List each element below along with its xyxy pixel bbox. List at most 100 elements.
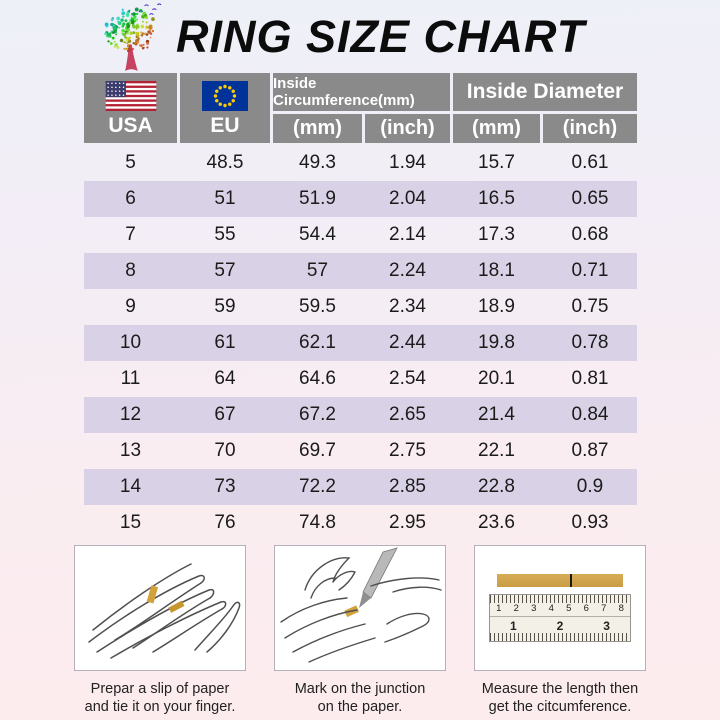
cell-diameter-inch: 0.68: [571, 224, 609, 245]
cell-diameter-inch: 0.78: [571, 332, 609, 353]
column-group-inside-diameter: Inside Diameter: [453, 73, 637, 111]
cell-eu-size: 61: [214, 332, 236, 353]
tree-logo-icon: [104, 2, 162, 71]
ruler-inch-number: 1: [509, 618, 517, 633]
cell-diameter-mm: 15.7: [478, 152, 515, 173]
cell-eu-size: 55: [214, 224, 236, 245]
cell-diameter-inch: 0.71: [571, 260, 609, 281]
cell-circumference-mm: 64.6: [299, 368, 336, 389]
ruler-cm-ticks: [490, 595, 630, 603]
birds-icon: [138, 2, 162, 15]
paper-strip: [497, 574, 623, 587]
column-group-inside-circumference: Inside Circumference(mm): [273, 73, 450, 111]
cell-eu-size: 59: [214, 296, 236, 317]
cell-circumference-mm: 51.9: [299, 188, 336, 209]
instruction-panel-tie-paper: [74, 545, 246, 671]
cell-diameter-inch: 0.84: [571, 404, 609, 425]
cell-circumference-mm: 74.8: [299, 512, 336, 533]
cell-circumference-inch: 2.95: [389, 512, 426, 533]
cell-eu-size: 73: [214, 476, 236, 497]
tree-trunk: [125, 43, 138, 71]
ruler-inch-ticks: [490, 633, 630, 641]
cell-circumference-mm: 67.2: [299, 404, 336, 425]
cell-diameter-inch: 0.87: [571, 440, 609, 461]
cell-circumference-inch: 2.34: [389, 296, 426, 317]
cell-diameter-inch: 0.75: [571, 296, 609, 317]
ruler-cm-number: 7: [601, 603, 607, 614]
usa-flag-icon: [105, 81, 156, 111]
cell-eu-size: 64: [214, 368, 236, 389]
table-row: 9 59 59.5 2.34 18.9 0.75: [84, 289, 637, 325]
cell-usa-size: 6: [125, 188, 136, 209]
ruler-cm-number: 8: [618, 603, 624, 614]
column-header-usa: USA: [84, 73, 177, 143]
cell-eu-size: 48.5: [206, 152, 244, 173]
pen-mark: [570, 574, 573, 587]
table-row: 14 73 72.2 2.85 22.8 0.9: [84, 469, 637, 505]
table-row: 5 48.5 49.3 1.94 15.7 0.61: [84, 145, 637, 181]
instruction-captions: Prepar a slip of paper and tie it on you…: [0, 680, 720, 716]
cell-diameter-inch: 0.65: [571, 188, 609, 209]
table-row: 10 61 62.1 2.44 19.8 0.78: [84, 325, 637, 361]
cell-circumference-inch: 2.54: [389, 368, 426, 389]
cell-usa-size: 12: [119, 404, 142, 425]
cell-circumference-inch: 2.04: [389, 188, 426, 209]
table-row: 6 51 51.9 2.04 16.5 0.65: [84, 181, 637, 217]
subheader-diameter-mm: (mm): [453, 114, 540, 143]
ruler-cm-number: 1: [496, 603, 502, 614]
caption-tie-paper: Prepar a slip of paper and tie it on you…: [84, 681, 236, 716]
cell-eu-size: 57: [214, 260, 236, 281]
table-row: 7 55 54.4 2.14 17.3 0.68: [84, 217, 637, 253]
eu-label: EU: [210, 114, 240, 137]
cell-usa-size: 14: [119, 476, 142, 497]
table-row: 11 64 64.6 2.54 20.1 0.81: [84, 361, 637, 397]
caption-mark-junction: Mark on the junction on the paper.: [294, 681, 426, 716]
cell-circumference-mm: 59.5: [299, 296, 336, 317]
cell-circumference-inch: 2.65: [389, 404, 426, 425]
cell-diameter-inch: 0.61: [571, 152, 609, 173]
cell-diameter-mm: 22.8: [478, 476, 515, 497]
cell-circumference-mm: 69.7: [299, 440, 336, 461]
cell-diameter-mm: 21.4: [478, 404, 515, 425]
ruler-cm-number: 2: [513, 603, 519, 614]
cell-circumference-mm: 57: [306, 260, 329, 281]
usa-label: USA: [108, 114, 153, 137]
cell-usa-size: 15: [119, 512, 142, 533]
cell-circumference-mm: 72.2: [299, 476, 336, 497]
page-header: RING SIZE CHART: [0, 0, 720, 73]
cell-diameter-mm: 19.8: [478, 332, 515, 353]
table-row: 15 76 74.8 2.95 23.6 0.93: [84, 505, 637, 541]
cell-usa-size: 9: [125, 296, 136, 317]
cell-usa-size: 10: [119, 332, 142, 353]
ruler-cm-number: 6: [583, 603, 589, 614]
cell-usa-size: 5: [125, 152, 136, 173]
instruction-panel-mark-junction: [274, 545, 446, 671]
cell-circumference-inch: 2.85: [389, 476, 426, 497]
table-row: 12 67 67.2 2.65 21.4 0.84: [84, 397, 637, 433]
cell-usa-size: 8: [125, 260, 136, 281]
caption-measure: Measure the length then get the citcumfe…: [481, 681, 639, 716]
cell-diameter-mm: 16.5: [478, 188, 515, 209]
cell-circumference-inch: 2.44: [389, 332, 426, 353]
eu-flag-icon: [202, 81, 248, 111]
cell-diameter-mm: 17.3: [478, 224, 515, 245]
cell-usa-size: 13: [119, 440, 142, 461]
cell-diameter-mm: 18.9: [478, 296, 515, 317]
cell-diameter-inch: 0.9: [576, 476, 604, 497]
table-body: 5 48.5 49.3 1.94 15.7 0.61 6 51 51.9 2.04 16.5 0.65…: [84, 145, 637, 541]
cell-usa-size: 7: [125, 224, 136, 245]
hand-with-paper-illustration: [88, 563, 241, 659]
cell-circumference-mm: 49.3: [299, 152, 336, 173]
subheader-diameter-inch: (inch): [543, 114, 637, 143]
cell-circumference-mm: 62.1: [299, 332, 336, 353]
cell-diameter-mm: 20.1: [478, 368, 515, 389]
table-row: 13 70 69.7 2.75 22.1 0.87: [84, 433, 637, 469]
cell-eu-size: 70: [214, 440, 236, 461]
ruler-cm-number: 5: [566, 603, 572, 614]
cell-diameter-inch: 0.81: [571, 368, 609, 389]
